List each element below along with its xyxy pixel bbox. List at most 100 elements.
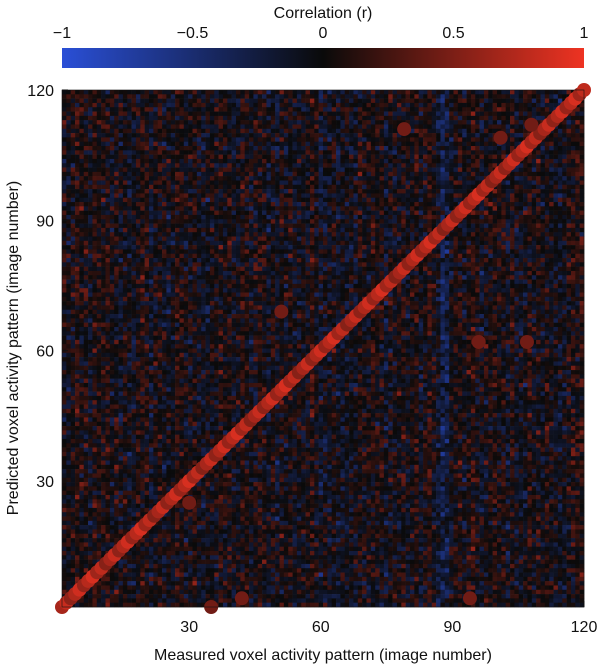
heatmap-cell xyxy=(105,90,111,95)
heatmap-cell xyxy=(544,210,550,216)
heatmap-cell xyxy=(249,98,254,104)
heatmap-cell xyxy=(483,219,489,224)
heatmap-cell xyxy=(288,206,293,211)
heatmap-cell xyxy=(505,133,511,138)
heatmap-cell xyxy=(323,266,328,272)
heatmap-cell xyxy=(201,167,206,173)
heatmap-cell xyxy=(109,167,115,173)
heatmap-cell xyxy=(379,171,385,177)
heatmap-cell xyxy=(357,240,363,246)
heatmap-cell xyxy=(75,150,80,155)
heatmap-cell xyxy=(388,245,393,250)
heatmap-cell xyxy=(327,249,332,255)
heatmap-cell xyxy=(531,210,537,216)
heatmap-cell xyxy=(196,176,202,181)
heatmap-cell xyxy=(262,124,267,130)
heatmap-cell xyxy=(331,163,337,168)
heatmap-cell xyxy=(340,262,346,267)
heatmap-cell xyxy=(327,227,332,233)
heatmap-cell xyxy=(179,102,185,108)
heatmap-cell xyxy=(196,245,202,250)
heatmap-cell xyxy=(579,184,585,190)
heatmap-cell xyxy=(62,124,67,130)
heatmap-cell xyxy=(492,206,498,211)
heatmap-cell xyxy=(275,90,280,95)
heatmap-cell xyxy=(483,197,489,203)
heatmap-cell xyxy=(470,98,476,104)
heatmap-cell xyxy=(288,158,293,164)
heatmap-cell xyxy=(470,107,476,112)
heatmap-cell xyxy=(79,128,85,134)
heatmap-cell xyxy=(388,262,393,267)
heatmap-cell xyxy=(135,210,141,216)
heatmap-cell xyxy=(196,150,202,155)
heatmap-cell xyxy=(96,133,102,138)
heatmap-cell xyxy=(231,180,237,186)
heatmap-cell xyxy=(253,154,259,160)
heatmap-cell xyxy=(270,245,276,250)
heatmap-cell xyxy=(349,219,354,224)
heatmap-cell xyxy=(518,107,524,112)
heatmap-cell xyxy=(379,223,385,229)
heatmap-cell xyxy=(131,137,137,142)
heatmap-cell xyxy=(175,223,180,229)
heatmap-cell xyxy=(157,128,163,134)
heatmap-cell xyxy=(483,115,489,121)
heatmap-cell xyxy=(475,133,480,138)
heatmap-cell xyxy=(309,227,315,233)
heatmap-cell xyxy=(457,262,463,267)
heatmap-cell xyxy=(575,167,580,173)
heatmap-cell xyxy=(118,90,124,95)
heatmap-cell xyxy=(144,210,150,216)
heatmap-cell xyxy=(201,176,206,181)
heatmap-cell xyxy=(205,98,211,104)
heatmap-cell xyxy=(62,107,67,112)
heatmap-cell xyxy=(270,115,276,121)
heatmap-cell xyxy=(222,171,228,177)
heatmap-cell xyxy=(488,202,493,207)
heatmap-cell xyxy=(401,137,406,142)
heatmap-cell xyxy=(140,214,145,220)
heatmap-cell xyxy=(83,232,89,237)
heatmap-cell xyxy=(396,249,402,255)
heatmap-cell xyxy=(296,133,302,138)
heatmap-cell xyxy=(270,262,276,267)
heatmap-cell xyxy=(79,167,85,173)
heatmap-cell xyxy=(101,249,106,255)
heatmap-cell xyxy=(122,137,128,142)
heatmap-cell xyxy=(205,236,211,242)
heatmap-cell xyxy=(449,249,454,255)
heatmap-cell xyxy=(340,180,346,186)
heatmap-cell xyxy=(301,167,306,173)
heatmap-cell xyxy=(122,232,128,237)
heatmap-cell xyxy=(166,137,172,142)
heatmap-cell xyxy=(96,107,102,112)
heatmap-cell xyxy=(96,180,102,186)
heatmap-cell xyxy=(575,232,580,237)
heatmap-cell xyxy=(192,184,198,190)
heatmap-cell xyxy=(523,262,528,267)
heatmap-cell xyxy=(75,111,80,117)
heatmap-cell xyxy=(157,154,163,160)
heatmap-cell xyxy=(209,171,215,177)
heatmap-cell xyxy=(557,171,563,177)
heatmap-cell xyxy=(214,111,219,117)
heatmap-cell xyxy=(118,176,124,181)
heatmap-cell xyxy=(501,154,506,160)
heatmap-cell xyxy=(144,141,150,147)
heatmap-cell xyxy=(510,227,515,233)
heatmap-cell xyxy=(440,111,446,117)
heatmap-cell xyxy=(92,133,98,138)
heatmap-cell xyxy=(431,189,437,194)
heatmap-cell xyxy=(557,202,563,207)
heatmap-cell xyxy=(162,128,167,134)
heatmap-cell xyxy=(549,98,554,104)
heatmap-cell xyxy=(301,154,306,160)
heatmap-cell xyxy=(240,107,245,112)
heatmap-cell xyxy=(257,227,263,233)
heatmap-cell xyxy=(305,137,311,142)
heatmap-cell xyxy=(383,180,389,186)
heatmap-cell xyxy=(323,167,328,173)
heatmap-cell xyxy=(266,94,272,99)
heatmap-cell xyxy=(492,124,498,130)
